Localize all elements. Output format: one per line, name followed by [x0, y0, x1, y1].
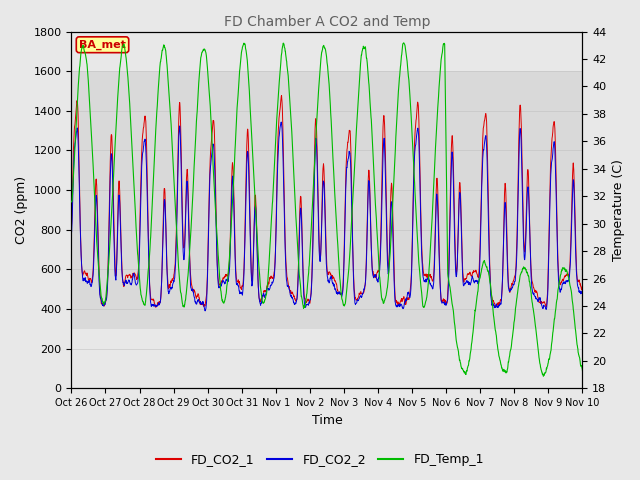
- Title: FD Chamber A CO2 and Temp: FD Chamber A CO2 and Temp: [224, 15, 430, 29]
- Text: BA_met: BA_met: [79, 40, 126, 50]
- Bar: [72, 71, 582, 329]
- Legend: FD_CO2_1, FD_CO2_2, FD_Temp_1: FD_CO2_1, FD_CO2_2, FD_Temp_1: [151, 448, 489, 471]
- X-axis label: Time: Time: [312, 414, 342, 427]
- Y-axis label: CO2 (ppm): CO2 (ppm): [15, 176, 28, 244]
- Y-axis label: Temperature (C): Temperature (C): [612, 159, 625, 261]
